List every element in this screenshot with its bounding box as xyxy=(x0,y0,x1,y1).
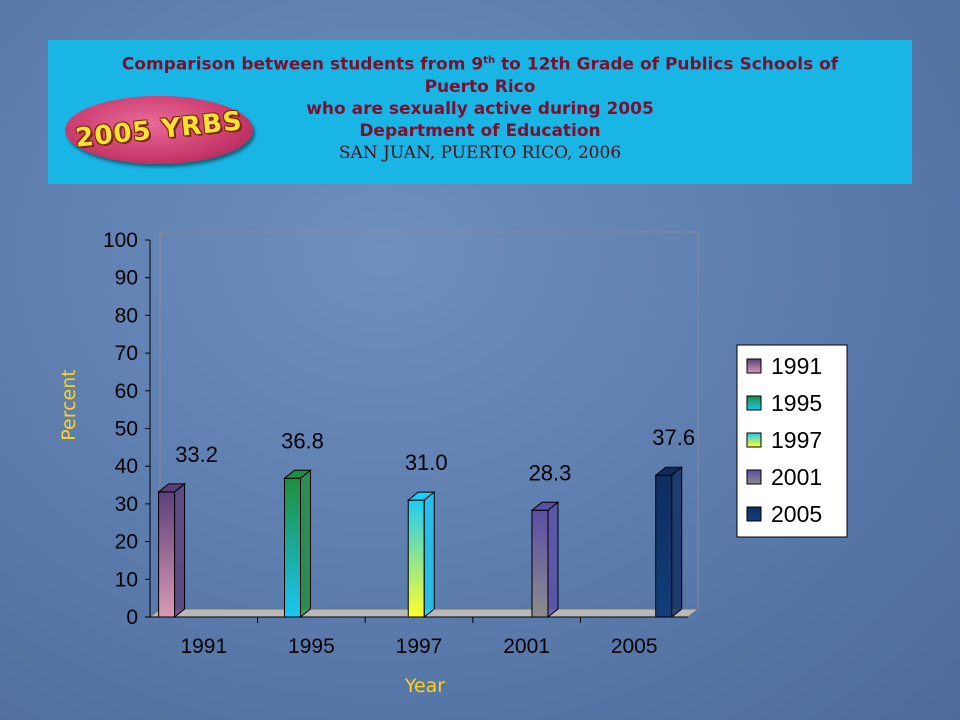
bar-side xyxy=(671,466,683,619)
x-tick-label: 2001 xyxy=(503,635,550,658)
bar-front xyxy=(655,474,673,618)
y-tick-label: 50 xyxy=(115,418,138,441)
x-tick-label: 2005 xyxy=(611,635,658,658)
bar-1997 xyxy=(406,491,436,619)
bar-front xyxy=(284,477,301,618)
bar-2005 xyxy=(654,466,684,619)
title-line-4: Department of Education xyxy=(359,120,601,141)
bar-side xyxy=(423,491,435,619)
bar-front xyxy=(158,491,176,618)
legend-label-1997: 1997 xyxy=(771,427,822,453)
legend-label-2005: 2005 xyxy=(771,501,822,527)
y-tick-label: 40 xyxy=(115,455,138,478)
data-label-1991: 33.2 xyxy=(175,442,218,467)
legend-label-1991: 1991 xyxy=(771,353,822,379)
bar-front xyxy=(531,509,549,618)
y-tick-label: 90 xyxy=(115,267,138,290)
title-line-5: SAN JUAN, PUERTO RICO, 2006 xyxy=(338,142,622,163)
bar-2001 xyxy=(530,501,560,619)
y-axis-title: Percent xyxy=(58,369,80,441)
bar-front xyxy=(407,499,425,618)
bar-1995 xyxy=(283,469,312,619)
title-line-2: Puerto Rico xyxy=(424,76,536,97)
y-tick-label: 10 xyxy=(115,568,138,591)
y-tick-label: 60 xyxy=(115,380,138,403)
y-tick-label: 80 xyxy=(115,304,138,327)
bar-side xyxy=(300,469,311,619)
legend-swatch-1995 xyxy=(746,395,762,411)
x-tick-label: 1997 xyxy=(396,635,443,658)
data-label-2005: 37.6 xyxy=(652,425,695,450)
bar-1991 xyxy=(157,482,187,619)
y-tick-label: 30 xyxy=(115,493,138,516)
data-label-2001: 28.3 xyxy=(529,460,572,485)
x-tick-label: 1991 xyxy=(180,635,227,658)
x-axis-title: Year xyxy=(404,675,445,697)
legend-swatch-1991 xyxy=(746,358,762,374)
y-tick-label: 0 xyxy=(126,606,138,629)
y-tick-label: 100 xyxy=(103,229,138,252)
y-tick-label: 20 xyxy=(115,531,138,554)
bar-side xyxy=(174,482,186,619)
x-tick-label: 1995 xyxy=(288,635,335,658)
legend-label-1995: 1995 xyxy=(771,390,822,416)
legend-swatch-2005 xyxy=(746,506,762,522)
legend-label-2001: 2001 xyxy=(771,464,822,490)
data-label-1997: 31.0 xyxy=(405,450,448,475)
legend-swatch-2001 xyxy=(746,469,762,485)
legend-swatch-1997 xyxy=(746,432,762,448)
y-tick-label: 70 xyxy=(115,342,138,365)
bar-side xyxy=(547,501,559,619)
yrbs-logo: 2005 YRBS xyxy=(65,96,253,164)
data-label-1995: 36.8 xyxy=(281,428,324,453)
title-line-3: who are sexually active during 2005 xyxy=(306,98,654,119)
title-line-1: Comparison between students from 9th to … xyxy=(121,54,839,75)
